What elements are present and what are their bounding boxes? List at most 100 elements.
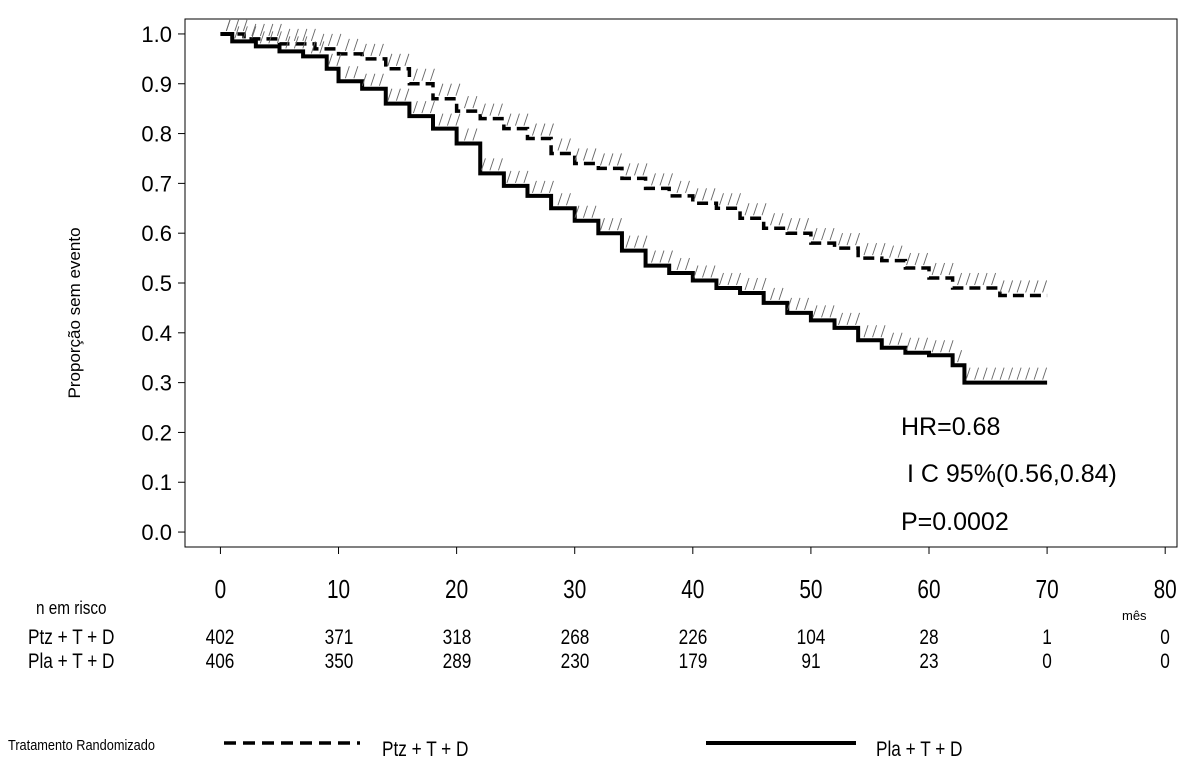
censor-mark	[540, 123, 546, 136]
censor-mark	[574, 205, 580, 218]
censor-mark	[855, 232, 860, 246]
censor-mark	[744, 277, 750, 291]
censor-mark	[489, 103, 495, 116]
censor-mark	[302, 36, 308, 49]
curve-ptz	[220, 32, 1048, 298]
censor-mark	[404, 53, 410, 66]
censor-mark	[421, 68, 427, 81]
censor-mark	[948, 262, 954, 276]
risk-cell: 0	[1160, 626, 1170, 649]
x-tick-label: 10	[327, 575, 350, 604]
censor-mark	[812, 305, 818, 318]
censor-mark	[506, 170, 512, 184]
censor-mark	[463, 96, 469, 109]
censor-mark	[421, 100, 427, 114]
x-tick-label: 50	[799, 575, 822, 604]
legend-label-pla: Pla + T + D	[876, 738, 963, 761]
x-tick-label: 40	[681, 575, 704, 604]
censor-mark	[838, 232, 843, 246]
censor-mark	[991, 367, 997, 380]
censor-mark	[446, 83, 452, 96]
censor-mark	[710, 265, 716, 278]
censor-mark	[234, 26, 240, 39]
censor-mark	[625, 163, 631, 176]
censor-mark	[429, 100, 435, 114]
censor-mark	[727, 272, 733, 286]
risk-cell: 289	[442, 650, 471, 673]
x-unit-label: mês	[1122, 608, 1147, 623]
x-tick-label: 20	[445, 575, 468, 604]
censor-mark	[293, 36, 299, 49]
censor-mark	[540, 180, 546, 193]
x-tick-label: 70	[1036, 575, 1059, 604]
censor-mark	[736, 193, 741, 206]
censor-mark	[634, 163, 639, 176]
censor-mark	[361, 73, 367, 86]
censor-mark	[268, 31, 274, 44]
censor-mark	[395, 88, 401, 101]
y-tick-label: 0.8	[141, 122, 172, 147]
censor-mark	[991, 272, 997, 286]
curve-pla	[220, 31, 1048, 385]
censor-mark	[829, 305, 835, 318]
censor-mark	[293, 28, 299, 42]
legend-title: Tratamento Randomizado	[8, 737, 155, 754]
censor-mark	[370, 73, 376, 86]
censor-mark	[855, 312, 860, 325]
censor-mark	[463, 128, 469, 141]
legend-label-ptz: Ptz + T + D	[382, 738, 469, 761]
censor-mark	[302, 28, 308, 42]
censor-mark	[497, 158, 503, 171]
risk-cell: 28	[919, 626, 939, 649]
censor-mark	[319, 41, 325, 54]
risk-cell: 268	[560, 626, 590, 649]
censor-mark	[1008, 280, 1014, 293]
risk-cell: 230	[560, 650, 590, 673]
censor-mark	[378, 43, 384, 56]
censor-mark	[327, 33, 333, 47]
censor-mark	[336, 53, 342, 66]
censor-mark	[285, 36, 291, 49]
censor-mark	[965, 272, 971, 286]
risk-cell: 104	[796, 626, 826, 649]
y-tick-label: 0.2	[141, 420, 172, 445]
censor-mark	[795, 297, 801, 311]
censor-mark	[455, 113, 461, 126]
y-tick-label: 0.4	[141, 321, 172, 346]
risk-cell: 0	[1042, 650, 1052, 673]
censor-mark	[795, 218, 801, 231]
censor-mark	[778, 287, 784, 301]
risk-cell: 406	[206, 650, 235, 673]
censor-mark	[846, 232, 852, 246]
censor-mark	[557, 138, 563, 151]
censor-mark	[1025, 280, 1031, 293]
censor-mark	[719, 193, 724, 206]
censor-mark	[744, 203, 750, 216]
censor-mark	[804, 297, 809, 311]
censor-mark	[438, 83, 444, 96]
censor-mark	[259, 31, 265, 44]
censor-mark	[497, 103, 503, 116]
censor-mark	[1016, 280, 1022, 293]
censor-mark	[353, 66, 359, 79]
censor-mark	[566, 193, 571, 206]
censor-mark	[557, 193, 563, 206]
censor-mark	[1016, 367, 1022, 380]
censor-mark	[651, 250, 656, 263]
censor-mark	[591, 205, 597, 218]
censor-mark	[889, 245, 894, 258]
censor-mark	[659, 250, 665, 263]
censor-mark	[897, 245, 903, 258]
censor-mark	[395, 53, 401, 66]
censor-mark	[642, 235, 648, 248]
censor-mark	[251, 23, 257, 37]
p-annotation: P=0.0002	[901, 508, 1009, 536]
censor-mark	[412, 68, 418, 81]
censor-mark	[702, 265, 707, 278]
censor-mark	[549, 180, 554, 193]
censor-mark	[965, 367, 971, 380]
censor-mark	[455, 83, 461, 96]
censor-mark	[914, 337, 920, 350]
censor-mark	[659, 173, 665, 186]
